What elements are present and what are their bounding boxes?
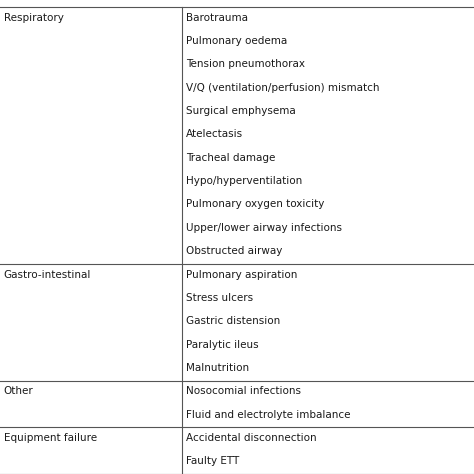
Text: Other: Other xyxy=(4,386,34,396)
Text: Tension pneumothorax: Tension pneumothorax xyxy=(186,59,305,69)
Text: Malnutrition: Malnutrition xyxy=(186,363,249,373)
Text: Tracheal damage: Tracheal damage xyxy=(186,153,276,163)
Text: Barotrauma: Barotrauma xyxy=(186,13,248,23)
Text: Fluid and electrolyte imbalance: Fluid and electrolyte imbalance xyxy=(186,410,351,419)
Text: Nosocomial infections: Nosocomial infections xyxy=(186,386,301,396)
Text: Atelectasis: Atelectasis xyxy=(186,129,244,139)
Text: Pulmonary aspiration: Pulmonary aspiration xyxy=(186,270,298,280)
Text: Pulmonary oedema: Pulmonary oedema xyxy=(186,36,288,46)
Text: Respiratory: Respiratory xyxy=(4,13,64,23)
Text: Paralytic ileus: Paralytic ileus xyxy=(186,339,259,350)
Text: Gastro-intestinal: Gastro-intestinal xyxy=(4,270,91,280)
Text: Surgical emphysema: Surgical emphysema xyxy=(186,106,296,116)
Text: Obstructed airway: Obstructed airway xyxy=(186,246,283,256)
Text: Hypo/hyperventilation: Hypo/hyperventilation xyxy=(186,176,302,186)
Text: Stress ulcers: Stress ulcers xyxy=(186,293,254,303)
Text: Accidental disconnection: Accidental disconnection xyxy=(186,433,317,443)
Text: Faulty ETT: Faulty ETT xyxy=(186,456,239,466)
Text: Pulmonary oxygen toxicity: Pulmonary oxygen toxicity xyxy=(186,200,325,210)
Text: Equipment failure: Equipment failure xyxy=(4,433,97,443)
Text: Gastric distension: Gastric distension xyxy=(186,316,281,326)
Text: V/Q (ventilation/perfusion) mismatch: V/Q (ventilation/perfusion) mismatch xyxy=(186,83,380,93)
Text: Upper/lower airway infections: Upper/lower airway infections xyxy=(186,223,342,233)
